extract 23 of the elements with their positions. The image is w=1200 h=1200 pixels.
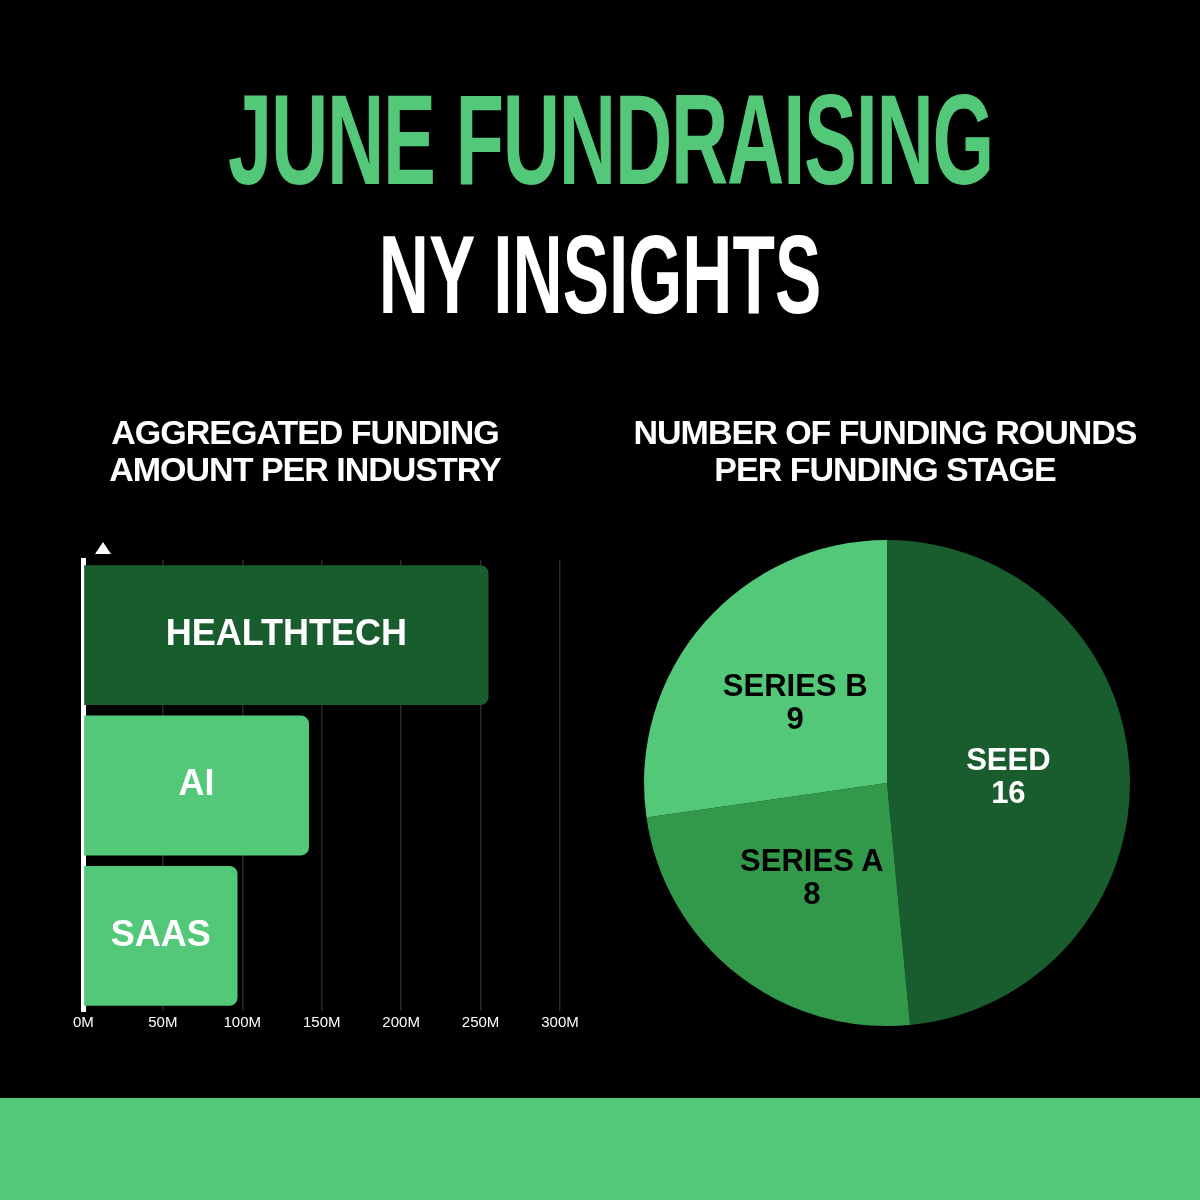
x-tick-label: 0M (73, 1013, 94, 1031)
y-tick-label: HEALTHTECH (165, 612, 407, 654)
data-label: 9 (786, 700, 804, 736)
x-tick-label: 200M (382, 1013, 420, 1031)
slice-label: SERIES B (722, 667, 868, 703)
x-tick-label: 50M (148, 1013, 178, 1031)
chart-title: NUMBER OF FUNDING ROUNDS PER FUNDING STAGE (632, 413, 1138, 488)
bar (84, 715, 309, 856)
bar (84, 565, 489, 706)
x-tick-label: 150M (302, 1013, 341, 1031)
bar (84, 865, 238, 1006)
data-label: 8 (803, 876, 821, 912)
slice-label: SEED (966, 741, 1051, 777)
text: JUNE FUNDRAISING (228, 68, 993, 211)
x-tick-label: 250M (461, 1013, 500, 1031)
slice-label: SERIES A (740, 843, 884, 879)
x-tick-label: 100M (223, 1013, 262, 1031)
chart-title: AGGREGATED FUNDING AMOUNT PER INDUSTRY (108, 413, 502, 488)
text: NY INSIGHTS (377, 211, 823, 339)
y-tick-label: SAAS (110, 912, 211, 954)
y-tick-label: AI (178, 762, 215, 804)
x-tick-label: 300M (541, 1013, 579, 1031)
data-label: 16 (991, 774, 1026, 810)
